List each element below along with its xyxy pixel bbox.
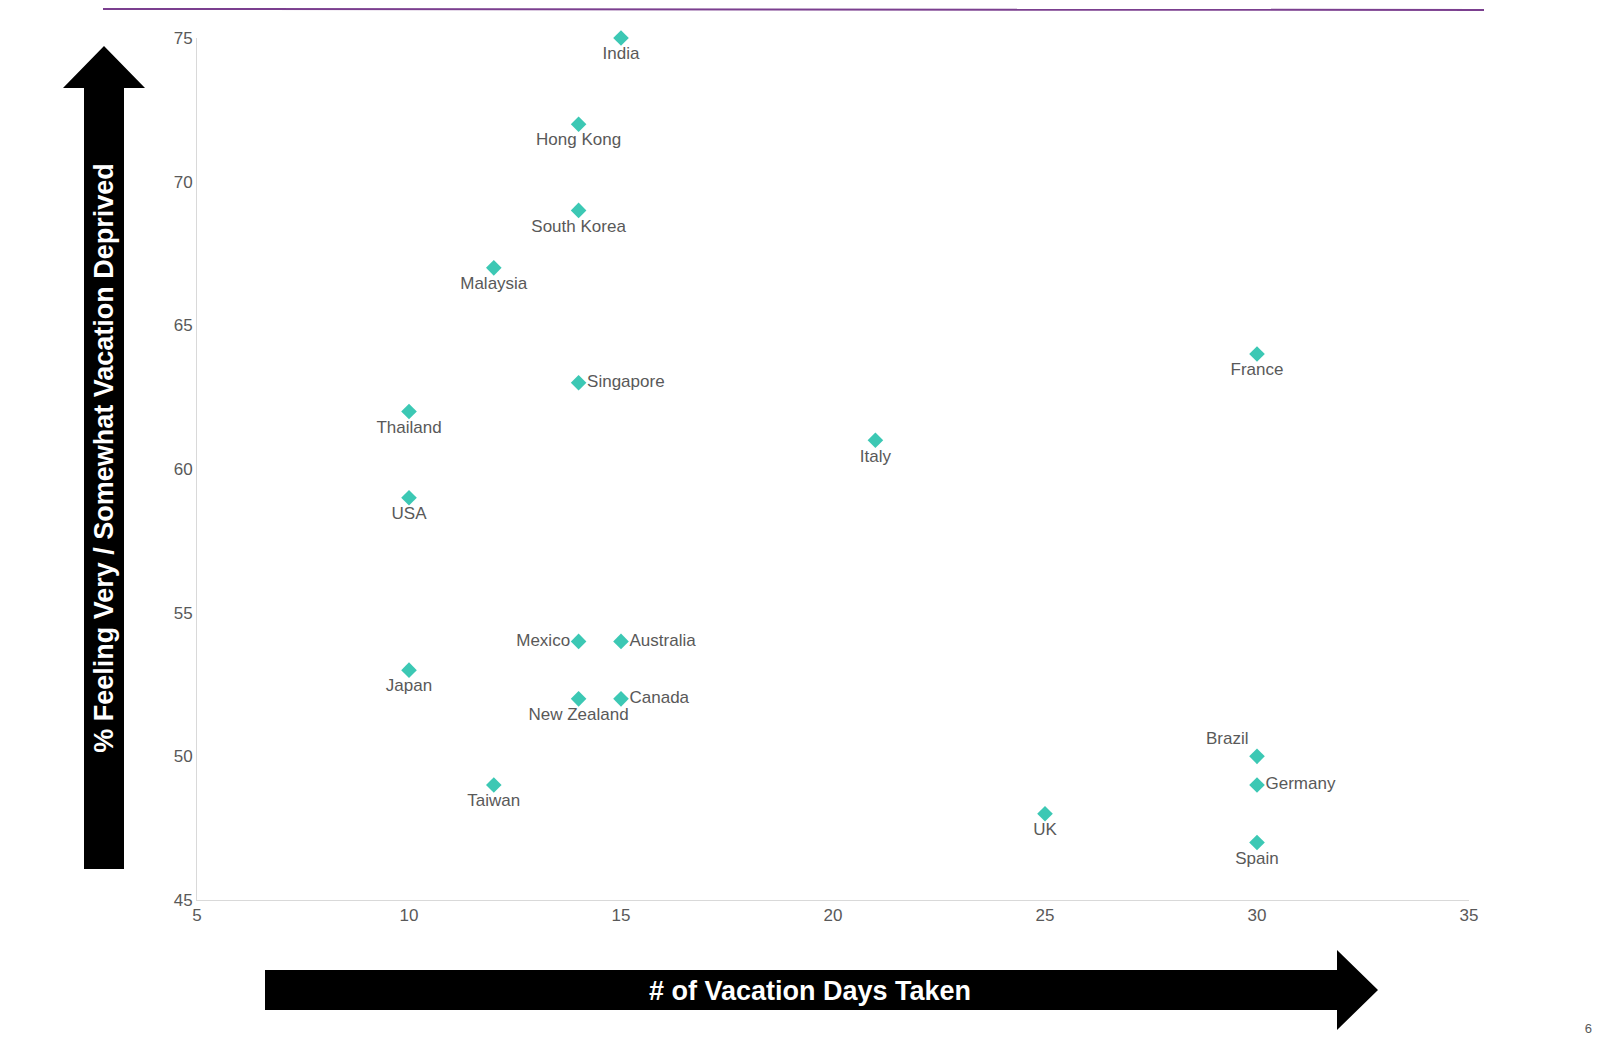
svg-text:Germany: Germany: [1266, 774, 1336, 793]
svg-text:# of Vacation Days Taken: # of Vacation Days Taken: [649, 976, 971, 1006]
svg-text:15: 15: [612, 906, 631, 925]
svg-text:Japan: Japan: [386, 676, 432, 695]
svg-text:Brazil: Brazil: [1206, 729, 1249, 748]
svg-text:UK: UK: [1033, 820, 1057, 839]
svg-text:20: 20: [824, 906, 843, 925]
svg-text:Taiwan: Taiwan: [467, 791, 520, 810]
svg-text:Mexico: Mexico: [516, 631, 570, 650]
svg-text:France: France: [1231, 360, 1284, 379]
svg-text:25: 25: [1036, 906, 1055, 925]
svg-text:50: 50: [174, 747, 193, 766]
svg-text:South Korea: South Korea: [531, 217, 626, 236]
svg-text:% Feeling Very / Somewhat Vaca: % Feeling Very / Somewhat Vacation Depri…: [89, 163, 119, 753]
svg-text:Spain: Spain: [1235, 849, 1278, 868]
svg-text:Malaysia: Malaysia: [460, 274, 528, 293]
svg-text:10: 10: [400, 906, 419, 925]
svg-text:65: 65: [174, 316, 193, 335]
svg-text:Canada: Canada: [630, 688, 690, 707]
svg-text:30: 30: [1248, 906, 1267, 925]
svg-text:Italy: Italy: [860, 447, 892, 466]
svg-text:Hong Kong: Hong Kong: [536, 130, 621, 149]
svg-text:70: 70: [174, 173, 193, 192]
svg-text:New Zealand: New Zealand: [529, 705, 629, 724]
svg-text:55: 55: [174, 604, 193, 623]
svg-text:Australia: Australia: [630, 631, 697, 650]
svg-text:35: 35: [1460, 906, 1479, 925]
svg-text:USA: USA: [392, 504, 428, 523]
svg-text:6: 6: [1585, 1021, 1592, 1036]
svg-text:5: 5: [192, 906, 201, 925]
svg-text:India: India: [603, 44, 640, 63]
svg-text:60: 60: [174, 460, 193, 479]
svg-text:45: 45: [174, 891, 193, 910]
svg-text:Singapore: Singapore: [587, 372, 665, 391]
svg-text:75: 75: [174, 29, 193, 48]
svg-text:Thailand: Thailand: [376, 418, 441, 437]
